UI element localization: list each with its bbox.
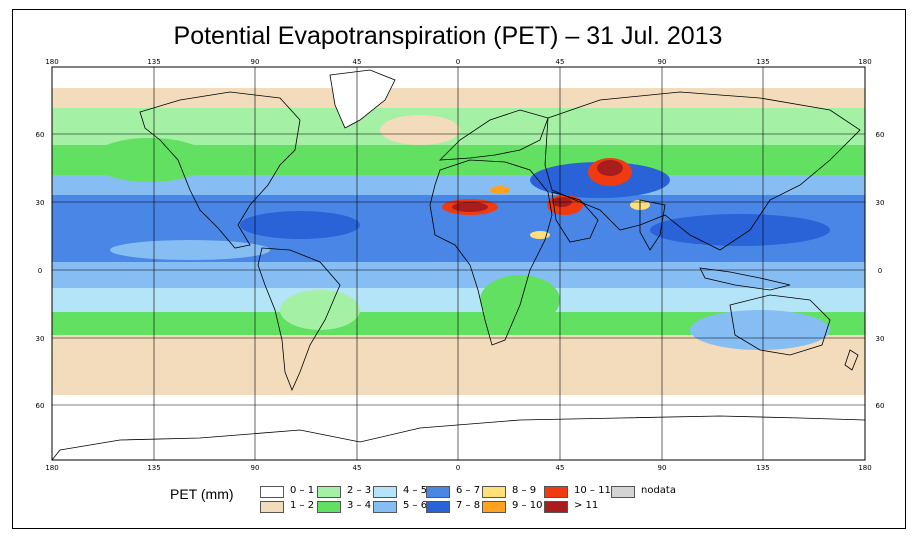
lon-tick-bottom: 90 <box>251 464 260 472</box>
lat-tick-right: 30 <box>876 335 885 343</box>
legend-label: > 11 <box>574 500 599 511</box>
lon-tick-top: 180 <box>45 58 58 66</box>
lat-tick-right: 60 <box>876 402 885 410</box>
coastlines <box>139 91 861 392</box>
greenland <box>329 69 396 129</box>
lon-tick-bottom: 135 <box>147 464 160 472</box>
lon-tick-top: 180 <box>858 58 871 66</box>
legend-label: 5 – 6 <box>403 500 428 511</box>
top-longitude-ticks: 180 135 90 45 0 45 90 135 180 <box>45 58 871 66</box>
legend-swatch <box>544 501 568 513</box>
lon-tick-bottom: 180 <box>858 464 871 472</box>
legend-label: 4 – 5 <box>403 485 428 496</box>
legend-label: 7 – 8 <box>456 500 481 511</box>
right-latitude-ticks: 60 30 0 30 60 <box>876 131 885 410</box>
lat-tick-left: 30 <box>36 199 45 207</box>
legend-swatch <box>373 501 397 513</box>
figure-frame <box>12 9 906 529</box>
bottom-longitude-ticks: 180 135 90 45 0 45 90 135 180 <box>45 464 871 472</box>
graticule <box>52 67 865 460</box>
legend-label: 3 – 4 <box>347 500 372 511</box>
lat-tick-right: 30 <box>876 199 885 207</box>
legend-swatch <box>426 501 450 513</box>
lon-tick-bottom: 90 <box>658 464 667 472</box>
lon-tick-top: 135 <box>756 58 769 66</box>
lat-tick-right: 0 <box>878 267 882 275</box>
legend-label: 6 – 7 <box>456 485 481 496</box>
lon-tick-bottom: 135 <box>756 464 769 472</box>
legend-swatch <box>373 486 397 498</box>
map-title: Potential Evapotranspiration (PET) – 31 … <box>173 22 723 50</box>
lon-tick-top: 45 <box>556 58 565 66</box>
lat-tick-left: 30 <box>36 335 45 343</box>
lon-tick-bottom: 180 <box>45 464 58 472</box>
legend-swatch <box>317 486 341 498</box>
lon-tick-bottom: 0 <box>456 464 460 472</box>
legend-swatch <box>260 501 284 513</box>
lon-tick-top: 90 <box>658 58 667 66</box>
legend-swatch <box>482 486 506 498</box>
lat-tick-left: 60 <box>36 402 45 410</box>
lat-tick-left: 0 <box>38 267 42 275</box>
legend-swatch <box>611 486 635 498</box>
lon-tick-top: 0 <box>456 58 460 66</box>
lon-tick-top: 90 <box>251 58 260 66</box>
lon-tick-top: 135 <box>147 58 160 66</box>
legend-swatch <box>426 486 450 498</box>
legend-title: PET (mm) <box>170 486 234 502</box>
lat-tick-right: 60 <box>876 131 885 139</box>
lon-tick-bottom: 45 <box>556 464 565 472</box>
map-border <box>51 66 866 461</box>
lon-tick-bottom: 45 <box>353 464 362 472</box>
legend-label: 8 – 9 <box>512 485 537 496</box>
left-latitude-ticks: 60 30 0 30 60 <box>36 131 45 410</box>
legend-label: 9 – 10 <box>512 500 543 511</box>
legend-label: 1 – 2 <box>290 500 315 511</box>
map-field <box>52 67 865 460</box>
legend-label: 2 – 3 <box>347 485 372 496</box>
legend-swatch <box>544 486 568 498</box>
legend-label: nodata <box>641 485 676 496</box>
legend-label: 10 – 11 <box>574 485 611 496</box>
legend-swatch <box>317 501 341 513</box>
lon-tick-top: 45 <box>353 58 362 66</box>
legend-swatch <box>260 486 284 498</box>
legend-label: 0 – 1 <box>290 485 315 496</box>
lat-tick-left: 60 <box>36 131 45 139</box>
legend-swatch <box>482 501 506 513</box>
band-south-tropic <box>52 262 865 292</box>
